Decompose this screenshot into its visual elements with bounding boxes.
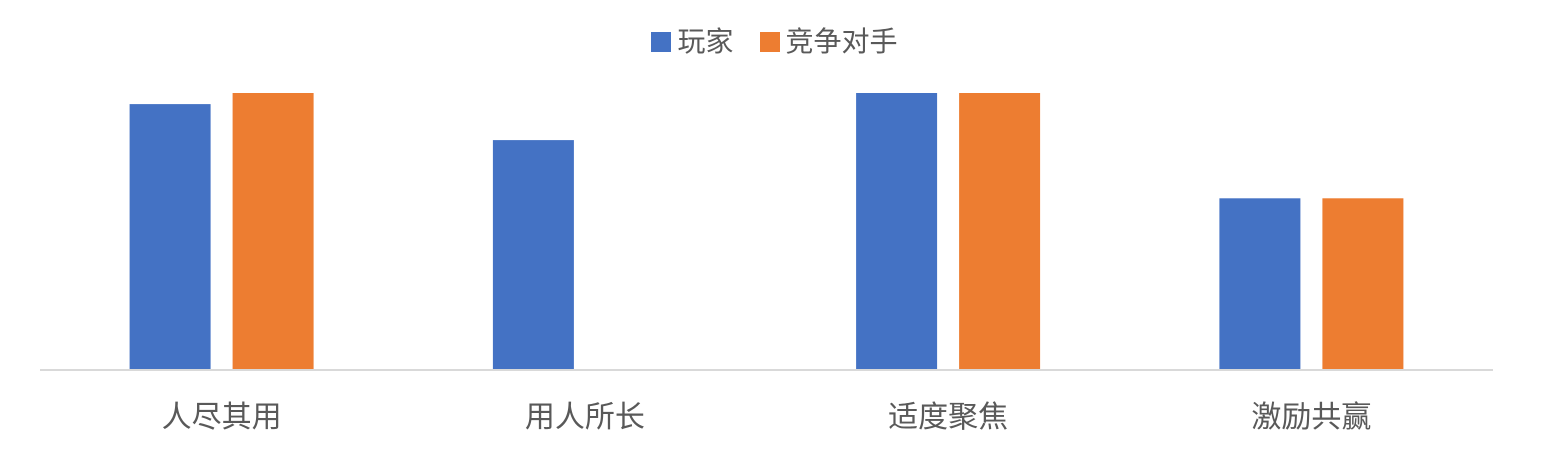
x-tick-label: 用人所长 bbox=[525, 400, 645, 435]
bar-series1-3 bbox=[856, 93, 938, 370]
legend-label-competitor: 竞争对手 bbox=[785, 25, 898, 58]
x-tick-labels: 人尽其用 用人所长 适度聚焦 激励共赢 bbox=[162, 400, 1372, 435]
legend-item-competitor: 竞争对手 bbox=[759, 22, 898, 62]
legend-label-player: 玩家 bbox=[677, 25, 734, 58]
bars-group bbox=[129, 93, 1404, 370]
bar-series1-2 bbox=[492, 140, 574, 370]
x-tick-label: 人尽其用 bbox=[162, 400, 282, 435]
legend: 玩家 竞争对手 bbox=[0, 22, 1549, 62]
legend-item-player: 玩家 bbox=[651, 22, 734, 62]
x-tick-label: 激励共赢 bbox=[1251, 400, 1371, 435]
legend-swatch-competitor bbox=[759, 32, 780, 52]
legend-swatch-player bbox=[651, 32, 672, 52]
bar-series2-3 bbox=[959, 93, 1041, 370]
bar-series2-4 bbox=[1322, 198, 1404, 370]
bar-series1-1 bbox=[129, 104, 211, 370]
bar-series2-1 bbox=[232, 93, 314, 370]
x-tick-label: 适度聚焦 bbox=[888, 400, 1008, 435]
bar-series1-4 bbox=[1219, 198, 1301, 370]
